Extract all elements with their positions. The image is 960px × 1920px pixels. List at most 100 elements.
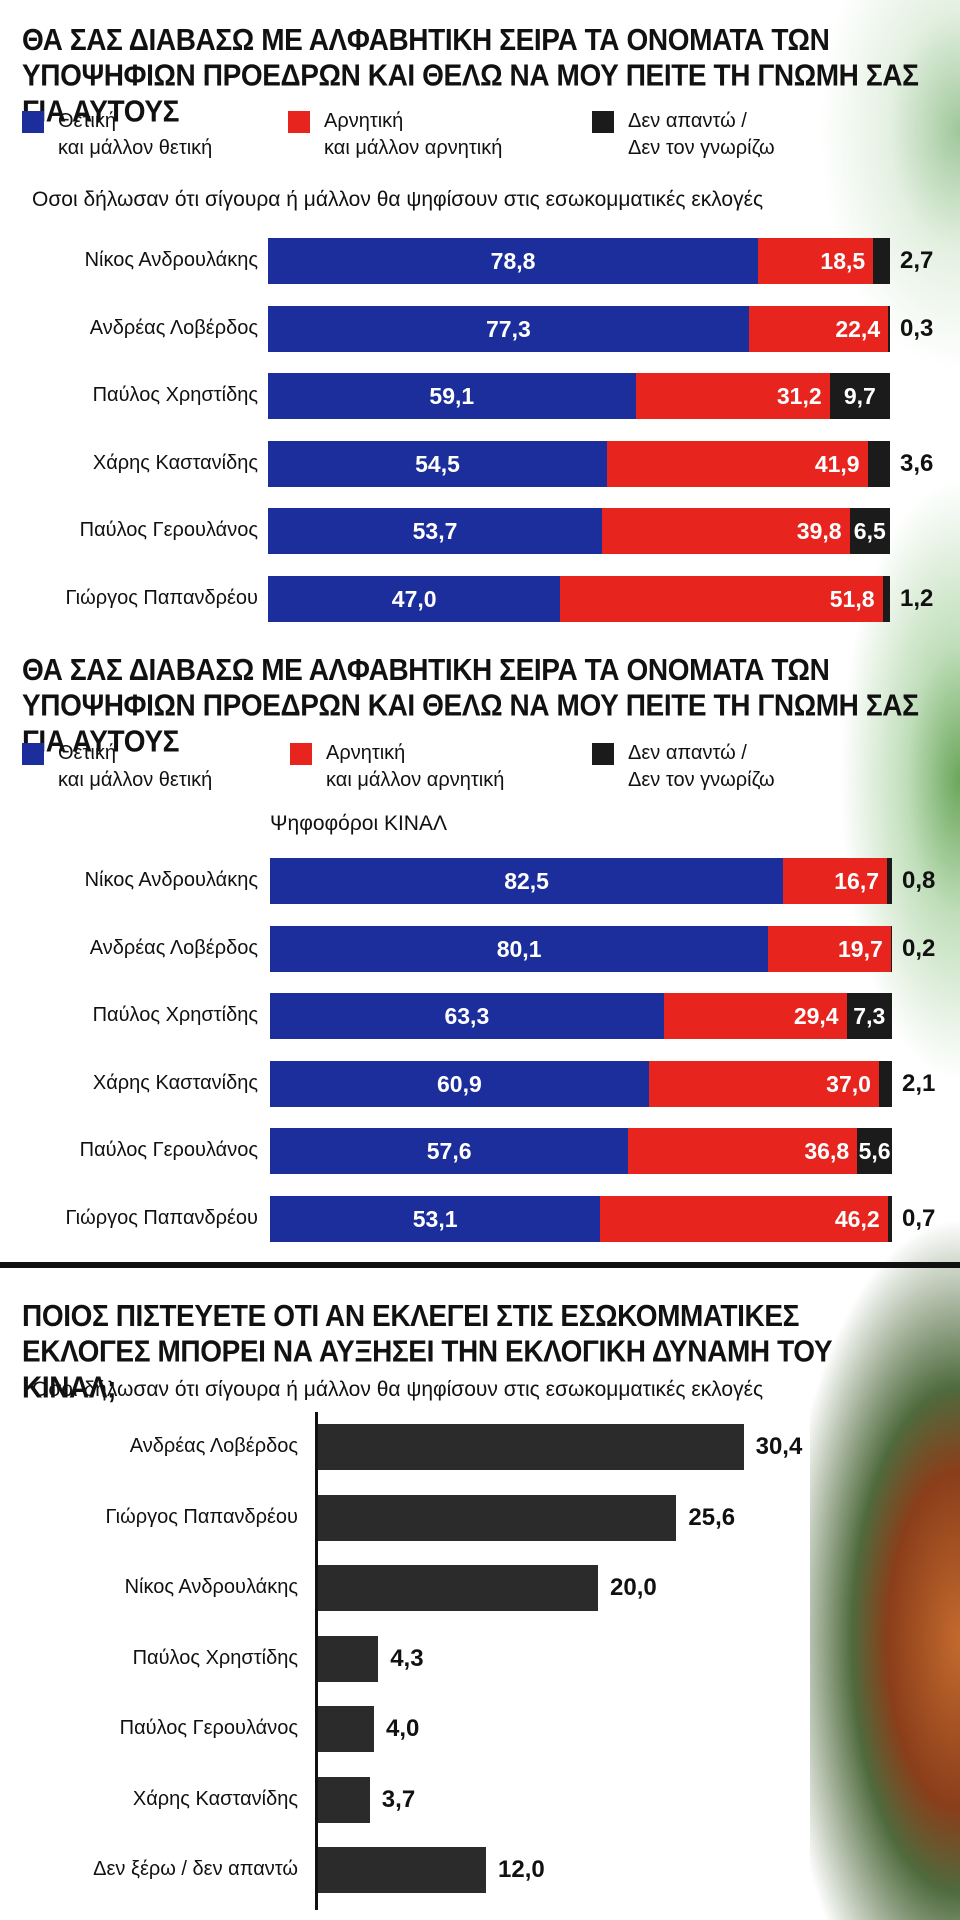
category-label: Νίκος Ανδρουλάκης	[84, 869, 258, 891]
data-label: 53,7	[412, 518, 458, 545]
category-label: Νίκος Ανδρουλάκης	[84, 249, 258, 271]
legend-label-no_answer: Δεν τον γνωρίζω	[628, 137, 775, 159]
bar	[318, 1706, 374, 1752]
legend-label-negative: Αρνητική	[326, 742, 406, 764]
legend-swatch-positive	[22, 743, 44, 765]
bar-segment-no_answer	[887, 858, 892, 904]
section-divider	[0, 1262, 960, 1268]
bar-segment-no_answer	[882, 576, 890, 622]
category-label: Νίκος Ανδρουλάκης	[124, 1576, 298, 1598]
bar-segment-negative	[606, 440, 868, 487]
chart3-title: ΠΟΙΟΣ ΠΙΣΤΕΥΕΤΕ ΟΤΙ ΑΝ ΕΚΛΕΓΕΙ ΣΤΙΣ ΕΣΩΚ…	[22, 1299, 833, 1404]
data-label: 9,7	[843, 383, 876, 410]
legend-swatch-no_answer	[592, 111, 614, 133]
bar-segment-positive	[270, 925, 769, 972]
stacked-bar: 78,8 18,5	[268, 238, 890, 284]
data-label: 29,4	[793, 1003, 839, 1030]
category-label: Παύλος Χρηστίδης	[92, 1004, 258, 1027]
data-label: 4,0	[386, 1715, 420, 1742]
data-label: 30,4	[755, 1433, 803, 1460]
data-label: 51,8	[829, 586, 875, 612]
bar-segment-positive	[268, 576, 561, 622]
legend-label-no_answer: Δεν απαντώ /	[628, 742, 747, 764]
bar-segment-positive	[268, 440, 607, 487]
data-label: 18,5	[820, 248, 866, 274]
category-label: Γιώργος Παπανδρέου	[65, 587, 258, 609]
category-label: Γιώργος Παπανδρέου	[105, 1505, 298, 1528]
bar-segment-negative	[560, 576, 883, 622]
legend-label-negative: και μάλλον αρνητική	[324, 137, 503, 159]
data-label: 20,0	[610, 1574, 657, 1601]
chart2-subtitle: Ψηφοφόροι ΚΙΝΑΛ	[270, 812, 447, 835]
stacked-bar: 54,5 41,9	[268, 440, 890, 487]
stacked-bar: 63,3 29,4 7,3	[270, 993, 892, 1040]
bar-segment-no_answer	[873, 238, 890, 284]
data-label: 12,0	[498, 1856, 545, 1883]
data-label-outside: 0,8	[902, 867, 936, 894]
data-label: 19,7	[837, 935, 883, 962]
category-label: Χάρης Καστανίδης	[132, 1787, 298, 1810]
legend-item-no_answer: Δεν απαντώ / Δεν τον γνωρίζω	[592, 108, 832, 164]
legend-label-no_answer: Δεν τον γνωρίζω	[628, 769, 775, 791]
category-label: Δεν ξέρω / δεν απαντώ	[93, 1858, 298, 1880]
data-label-outside: 0,7	[902, 1205, 936, 1232]
bar-segment-positive	[268, 508, 602, 555]
legend-swatch-positive	[22, 111, 44, 133]
category-label: Ανδρέας Λοβέρδος	[129, 1435, 298, 1457]
data-label-outside: 2,7	[900, 247, 934, 274]
bar-segment-negative	[748, 305, 889, 352]
data-label: 22,4	[835, 315, 881, 342]
category-label: Ανδρέας Λοβέρδος	[89, 936, 258, 959]
stacked-bar: 77,3 22,4	[268, 305, 890, 352]
bar-segment-positive	[270, 858, 784, 904]
legend-item-positive: Θετική και μάλλον θετική	[22, 108, 262, 164]
bar-segment-negative	[602, 508, 850, 555]
bar-segment-no_answer	[846, 993, 892, 1040]
legend-item-negative: Αρνητική και μάλλον αρνητική	[288, 108, 528, 164]
bar-segment-positive	[270, 993, 664, 1040]
bar-segment-no_answer	[867, 440, 890, 487]
stacked-bar: 53,7 39,8 6,5	[268, 508, 890, 555]
bar	[318, 1424, 744, 1470]
legend-swatch-negative	[288, 111, 310, 133]
bar	[318, 1635, 379, 1682]
data-label: 37,0	[826, 1070, 871, 1097]
legend-label-positive: Θετική	[58, 742, 116, 764]
data-label: 47,0	[391, 586, 437, 612]
category-label: Παύλος Γερουλάνος	[79, 519, 258, 542]
data-label: 80,1	[496, 935, 542, 962]
data-label: 3,7	[381, 1785, 416, 1813]
data-label: 78,8	[490, 248, 536, 274]
data-label: 54,5	[415, 450, 460, 477]
bar-segment-positive	[268, 305, 749, 352]
data-label: 39,8	[796, 518, 842, 545]
bar-segment-no_answer	[857, 1128, 892, 1175]
data-label: 4,3	[390, 1644, 424, 1672]
category-label: Χάρης Καστανίδης	[92, 1071, 258, 1094]
stacked-bar: 82,5 16,7	[270, 858, 892, 904]
category-label: Γιώργος Παπανδρέου	[65, 1207, 258, 1229]
bar-segment-positive	[268, 373, 636, 420]
stacked-bar: 47,0 51,8	[268, 576, 890, 622]
data-label: 5,6	[858, 1138, 891, 1165]
data-label: 59,1	[429, 383, 475, 410]
bar-segment-no_answer	[887, 1196, 892, 1242]
bar-segment-negative	[648, 1060, 879, 1107]
bar-segment-negative	[600, 1196, 888, 1242]
stacked-bar: 53,1 46,2	[270, 1196, 892, 1242]
data-label: 57,6	[426, 1138, 472, 1165]
legend-label-positive: Θετική	[58, 110, 116, 132]
legend-item-positive: Θετική και μάλλον θετική	[22, 740, 262, 796]
bar-segment-no_answer	[878, 1060, 892, 1107]
bar-segment-positive	[268, 238, 759, 284]
data-label: 46,2	[834, 1206, 880, 1232]
chart1-subtitle: Οσοι δήλωσαν ότι σίγουρα ή μάλλον θα ψηφ…	[32, 188, 764, 211]
legend-label-negative: Αρνητική	[324, 110, 404, 132]
data-label: 41,9	[814, 450, 860, 477]
category-label: Παύλος Χρηστίδης	[132, 1646, 298, 1669]
data-label-outside: 0,2	[902, 934, 936, 962]
bar-segment-positive	[270, 1060, 649, 1107]
data-label: 82,5	[504, 868, 549, 894]
bar	[318, 1565, 598, 1611]
bar-segment-positive	[270, 1128, 629, 1175]
